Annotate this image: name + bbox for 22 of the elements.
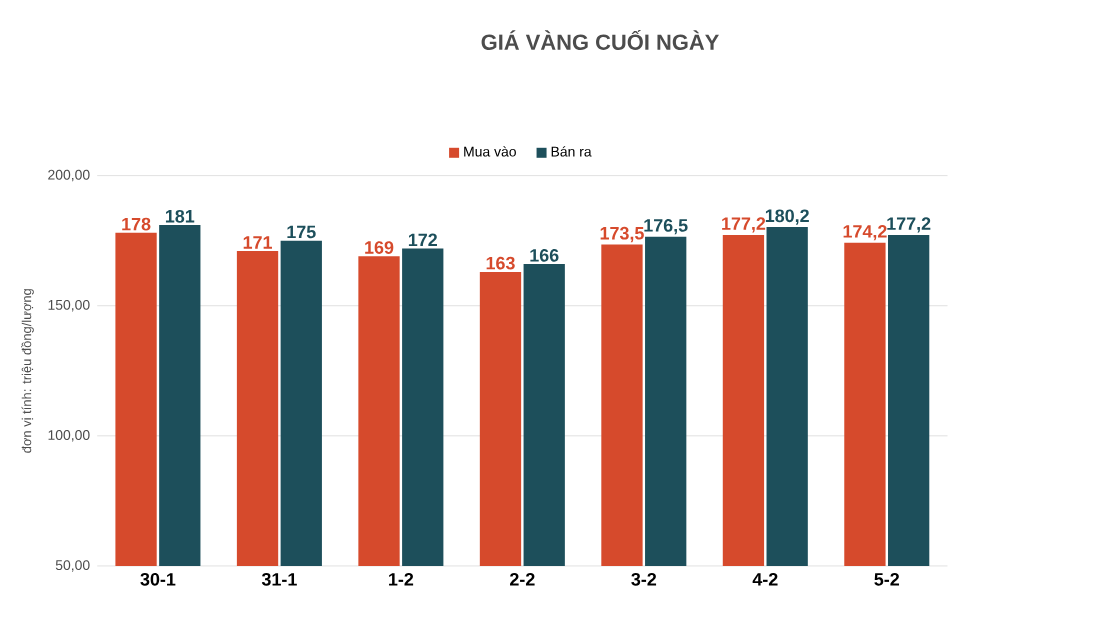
data-label: 173,5 <box>600 226 644 243</box>
data-label: 163 <box>486 256 515 270</box>
x-tick-label: 31-1 <box>261 572 297 586</box>
data-label: 178 <box>122 217 151 231</box>
data-label: 166 <box>530 248 559 262</box>
x-tick-label: 4-2 <box>752 572 778 586</box>
chart-title: GIÁ VÀNG CUỐI NGÀY <box>481 30 719 50</box>
data-label: 174,2 <box>843 225 887 241</box>
x-tick-label: 2-2 <box>510 572 535 586</box>
data-label: 177,2 <box>722 217 766 233</box>
data-label: 169 <box>365 241 394 254</box>
data-label: 180,2 <box>765 209 809 225</box>
data-label: 176,5 <box>644 219 688 235</box>
x-tick-label: 3-2 <box>631 572 657 586</box>
x-tick-label: 30-1 <box>140 572 176 586</box>
data-label: 181 <box>165 209 195 223</box>
data-label: 175 <box>287 225 316 239</box>
x-tick-label: 1-2 <box>389 572 414 586</box>
x-tick-label: 5-2 <box>874 572 900 586</box>
data-label: 171 <box>243 236 272 249</box>
data-label: 172 <box>408 233 437 247</box>
data-label: 177,2 <box>887 217 931 233</box>
